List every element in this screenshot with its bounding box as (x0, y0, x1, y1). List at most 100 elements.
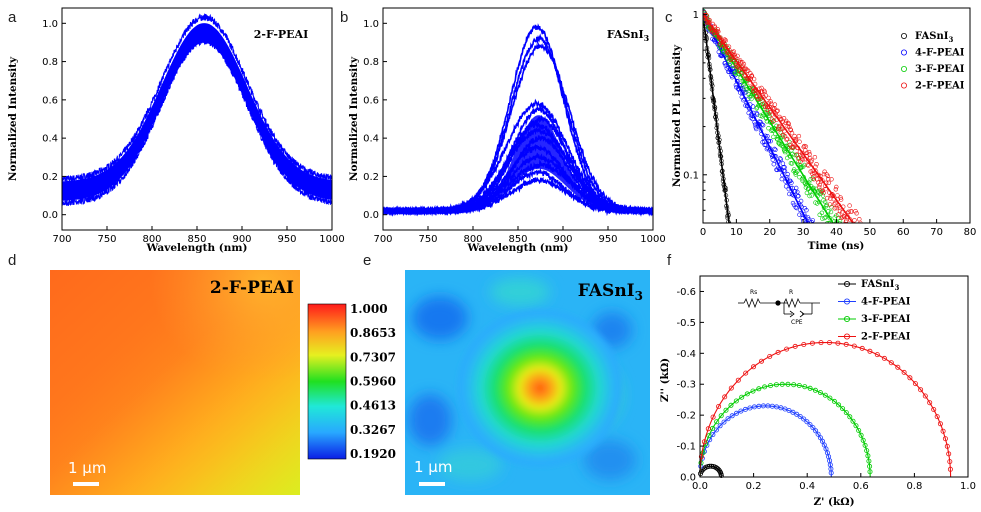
map-d-scale-bar (73, 482, 99, 486)
panel-letter-e: e (363, 252, 371, 269)
decay-fit (703, 14, 834, 223)
x-tick-label: 30 (797, 227, 810, 238)
panel-letter-c: c (665, 9, 673, 26)
equivalent-circuit (738, 297, 820, 318)
decay-point (753, 125, 758, 130)
decay-point (813, 164, 818, 169)
x-tick-label: 0.8 (906, 481, 922, 492)
decay-point (828, 196, 833, 201)
impedance-point (937, 421, 943, 427)
decay-point (816, 184, 822, 190)
x-tick-label: 1000 (319, 234, 344, 245)
impedance-point (809, 340, 815, 346)
x-tick-label: 750 (418, 234, 437, 245)
decay-point (824, 195, 830, 201)
impedance-point (705, 426, 711, 432)
y-tick-label: 0.4 (363, 134, 379, 145)
chart-f-xlabel: Z' (kΩ) (813, 496, 854, 508)
chart-f-ticks: 0.0 0.2 0.4 0.6 0.8 1.0 0.0 -0.1 -0.2 -0.3 -0.4 -0.… (676, 287, 975, 492)
impedance-point (742, 406, 748, 412)
chart-f-series (698, 340, 953, 478)
chart-f-legend: FASnI3 4-F-PEAI 3-F-PEAI 2-F-PEAI (838, 279, 911, 343)
decay-point (837, 221, 842, 223)
decay-point (854, 211, 859, 216)
chart-b-ylabel: Normalized Intensity (348, 56, 360, 181)
decay-point (842, 222, 847, 223)
impedance-point (714, 419, 720, 425)
colorbar-tick-label: 0.7307 (350, 350, 396, 364)
impedance-point (835, 340, 841, 346)
chart-a: 700 750 800 850 900 950 1000 0.0 0.2 0.4 0.6 0.8 1.0… (7, 7, 345, 254)
y-tick-label: 0.6 (363, 95, 379, 106)
decay-point (797, 212, 802, 217)
decay-point (766, 95, 771, 101)
impedance-point (698, 454, 704, 460)
impedance-point (785, 381, 791, 387)
impedance-point (843, 341, 849, 347)
decay-point (852, 218, 857, 223)
decay-point (750, 104, 756, 109)
impedance-point (804, 419, 810, 425)
decay-point (768, 99, 773, 104)
y-tick-label: 0.2 (42, 172, 58, 183)
decay-point (796, 133, 802, 139)
chart-a-ticks: 700 750 800 850 900 950 1000 0.0 0.2 0.4 0.6 0.8 1.0 (42, 19, 345, 245)
decay-point (769, 112, 774, 117)
impedance-point (912, 381, 918, 387)
decay-point (775, 108, 780, 113)
decay-point (772, 102, 778, 107)
x-tick-label: 900 (232, 234, 251, 245)
x-tick-label: 0.2 (746, 481, 762, 492)
y-tick-label: 1 (693, 10, 699, 21)
decay-point (792, 133, 797, 139)
decay-point (793, 205, 798, 210)
impedance-point (791, 382, 797, 388)
map-d: 2-F-PEAI 1 μm (50, 270, 300, 495)
impedance-point (717, 423, 723, 429)
decay-point (786, 121, 791, 127)
legend-label: 2-F-PEAI (861, 332, 911, 343)
decay-point (821, 190, 826, 196)
decay-point (833, 187, 838, 192)
x-tick-label: 900 (553, 234, 572, 245)
decay-point (802, 162, 807, 168)
panel-letter-a: a (8, 9, 17, 26)
impedance-point (794, 411, 800, 417)
spectrum-band (473, 115, 599, 209)
decay-point (805, 215, 811, 220)
decay-point (797, 139, 802, 144)
impedance-point (881, 355, 887, 361)
decay-fit (703, 14, 730, 223)
decay-point (824, 202, 829, 208)
impedance-point (750, 388, 756, 394)
impedance-point (946, 451, 952, 457)
decay-point (823, 215, 828, 220)
chart-b-title: FASnI3 (607, 28, 650, 43)
x-tick-label: 800 (142, 234, 161, 245)
impedance-point (888, 360, 894, 366)
impedance-point (813, 428, 819, 434)
impedance-point (790, 409, 796, 415)
impedance-point (735, 377, 741, 383)
decay-point (777, 156, 783, 161)
legend-marker (901, 49, 908, 56)
impedance-point (843, 410, 849, 416)
map-e-title: FASnI3 (578, 281, 643, 303)
impedance-point (718, 472, 724, 478)
decay-point (797, 175, 802, 180)
chart-c-series (703, 8, 863, 223)
decay-point (749, 73, 754, 79)
impedance-point (786, 407, 792, 413)
impedance-point (707, 463, 713, 469)
impedance-point (792, 343, 798, 349)
x-tick-label: 0.6 (853, 481, 869, 492)
decay-point (806, 149, 812, 155)
decay-point (798, 198, 804, 204)
decay-point (764, 146, 770, 152)
decay-point (804, 208, 809, 213)
impedance-point (858, 432, 864, 438)
map-e-scale-bar (419, 482, 445, 486)
decay-point (750, 91, 755, 97)
impedance-point (822, 392, 828, 398)
impedance-point (817, 390, 823, 396)
